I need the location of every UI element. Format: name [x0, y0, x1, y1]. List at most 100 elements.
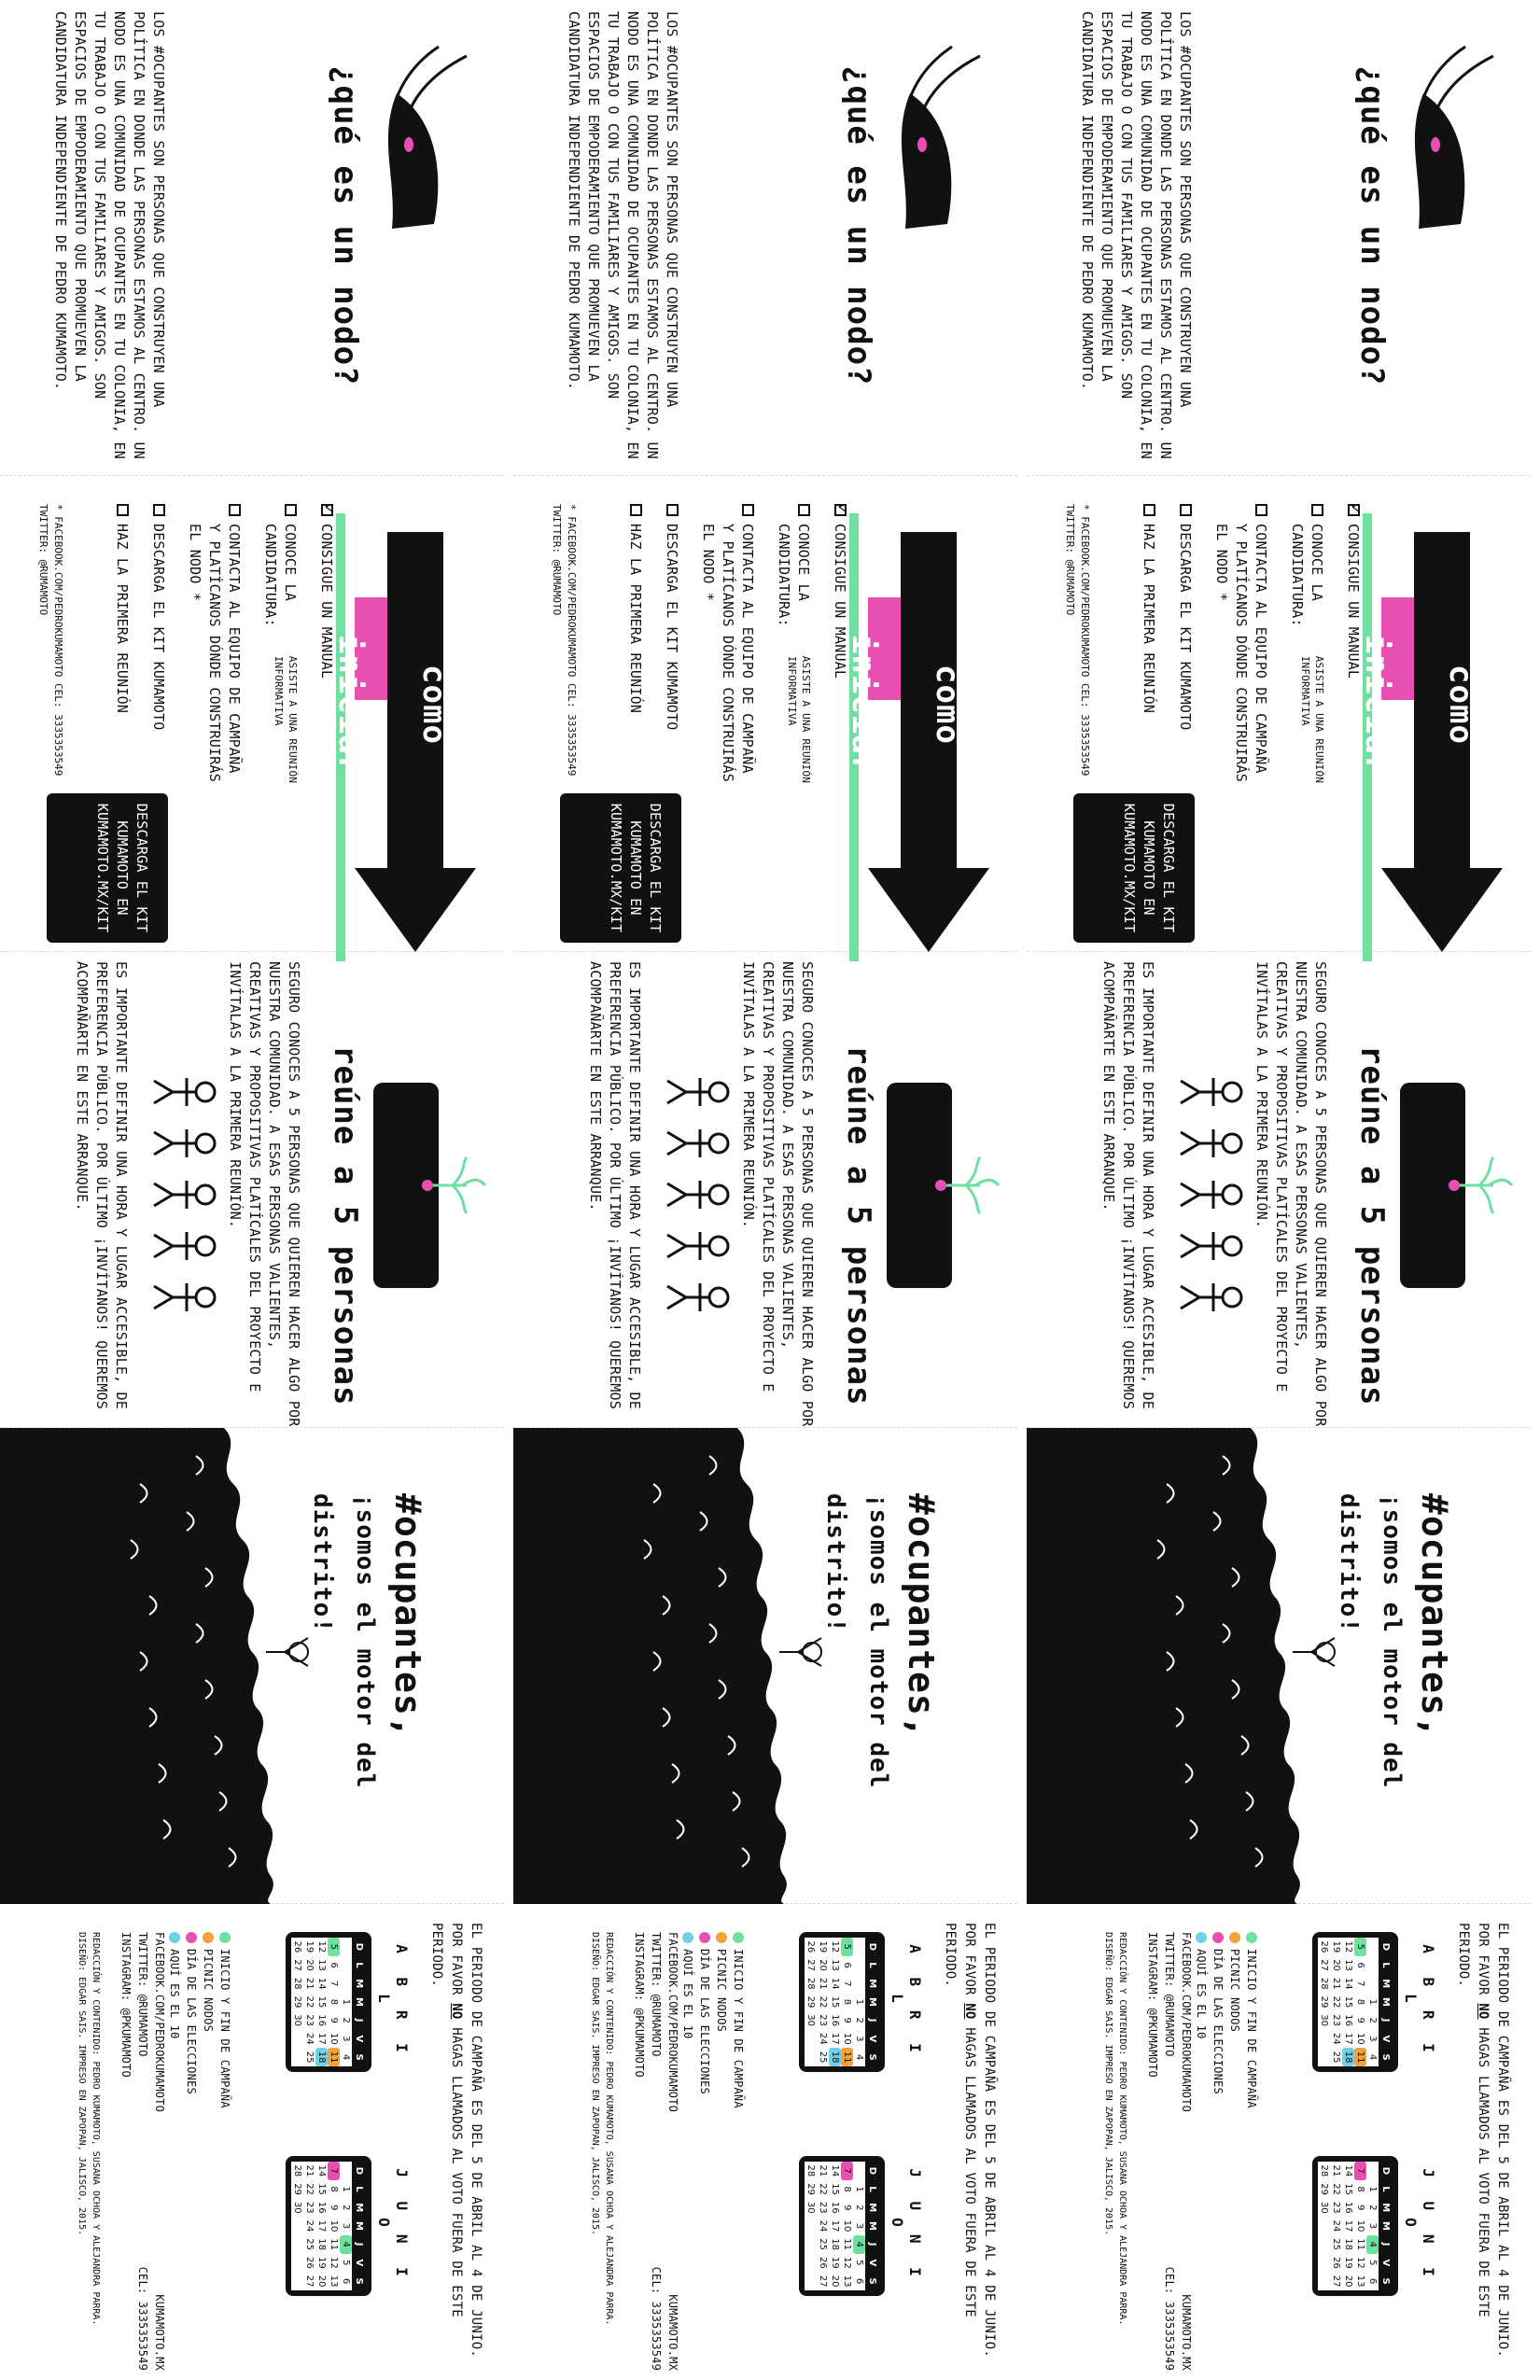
panel3-title: reúne a 5 personas — [1353, 1045, 1391, 1407]
legend-label: Picnic nodos — [1228, 1949, 1241, 2033]
site-url: kumamoto.mx — [1180, 2294, 1193, 2371]
checklist-item-label: Conoce la candidatura: — [1289, 524, 1325, 627]
calendar-day: 28 — [1319, 1977, 1329, 1990]
panel-que-es-un-nodo: ¿qué es un nodo? Los #ocupantes son pers… — [513, 0, 1017, 476]
legend-dot-icon — [1196, 1932, 1207, 1943]
intro-line-2: Por favor no hagas llamados al voto fuer… — [1453, 1923, 1492, 2371]
panel-reune-5-personas: reúne a 5 personas Seguro conoces a 5 pe… — [0, 952, 504, 1428]
weekday-label: D — [1379, 1938, 1393, 1956]
panel-reune-5-personas: reúne a 5 personas Seguro conoces a 5 pe… — [513, 952, 1017, 1428]
checklist-item: Descarga el kit Kumamoto — [1175, 504, 1195, 784]
calendar-day: 16 — [1343, 2201, 1353, 2214]
weekday-label: M — [1379, 2217, 1393, 2235]
calendar-day: 21 — [1331, 2164, 1341, 2177]
calendar-day: 29 — [1319, 2183, 1329, 2195]
flyer-copy-wrap: ¿qué es un nodo? Los #ocupantes son pers… — [0, 0, 504, 2371]
panel-que-es-un-nodo: ¿qué es un nodo? Los #ocupantes son pers… — [1027, 0, 1531, 476]
weekday-label: J — [1379, 2010, 1393, 2030]
credits-2: Diseño: Edgar Sais. Impreso en Zapopan, … — [1103, 1932, 1113, 2236]
calendar-day — [1366, 1956, 1379, 1975]
checklist-item-label: Contacta al equipo de campaña y platícan… — [1213, 524, 1269, 782]
weekday-label: L — [1379, 2179, 1393, 2199]
calendar-day: 21 — [1331, 1977, 1341, 1990]
intro-no: no — [1476, 2003, 1491, 2020]
hand-pinch-illustration-icon — [1414, 45, 1494, 229]
legend-item: Picnic nodos — [1226, 1932, 1243, 2380]
checklist-item: Haz la primera reunión — [1139, 504, 1158, 784]
download-kit-badge: Descarga el kit Kumamoto en kumamoto.mx/… — [1073, 793, 1195, 943]
empty-box-icon — [1143, 504, 1155, 516]
legend-dot-icon — [1229, 1932, 1240, 1943]
calendar-day: 20 — [1331, 1959, 1341, 1971]
weekday-label: J — [1379, 2234, 1393, 2254]
calendar-day — [1318, 2272, 1330, 2290]
calendar-day: 4 — [1366, 2234, 1379, 2254]
calendar-day: 9 — [1355, 2017, 1365, 2023]
empty-box-icon — [1255, 504, 1267, 516]
calendar-day — [1366, 1974, 1379, 1993]
weekday-label: V — [1379, 2253, 1393, 2273]
sprout-illustration-icon — [373, 1083, 487, 1288]
legend-item: Aquí es el 10 — [1193, 1932, 1210, 2380]
crowd-illustration-icon — [513, 1428, 822, 1904]
calendar-day: 10 — [1355, 2033, 1365, 2045]
calendar-day: 3 — [1367, 2036, 1378, 2042]
april-name: A B R I L — [1402, 1944, 1437, 2060]
weekday-label: S — [1379, 2048, 1393, 2066]
calendar-day: 9 — [1355, 2205, 1365, 2211]
weekday-label: D — [1379, 2162, 1393, 2180]
site-cel: cel: 3335353549 — [1163, 2266, 1176, 2371]
calendar-day: 23 — [1331, 2014, 1341, 2027]
calendar-day: 15 — [1343, 1995, 1353, 2009]
intro-line-2a: Por favor — [1476, 1923, 1491, 2004]
legend-label: Día de las elecciones — [1211, 1949, 1225, 2094]
calendar-day: 28 — [1319, 2164, 1329, 2177]
credits-1: Redacción y contenido: Pedro Kumamoto, S… — [1117, 1932, 1127, 2326]
people-group-icon — [1180, 1078, 1243, 1311]
calendar-day: 8 — [1355, 2186, 1365, 2192]
empty-box-icon — [1180, 504, 1192, 516]
panel3-body-1: Seguro conoces a 5 personas que quieren … — [1253, 961, 1329, 1427]
calendar-day: 1 — [1367, 1998, 1378, 2006]
legend: Inicio y fin de campaña Picnic nodos Día d… — [1193, 1932, 1260, 2380]
panel-que-es-un-nodo: ¿qué es un nodo? Los #ocupantes son pers… — [0, 0, 504, 476]
panel4-hashtag: #ocupantes, — [1414, 1493, 1455, 1739]
calendar-day: 27 — [1319, 1959, 1329, 1971]
calendar-day: 22 — [1331, 2183, 1341, 2195]
download-kit-label: Descarga el kit Kumamoto en kumamoto.mx/… — [1121, 803, 1177, 933]
flyer: ¿qué es un nodo? Los #ocupantes son pers… — [1027, 0, 1531, 2380]
checklist-item: Contacta al equipo de campaña y platícan… — [1211, 504, 1270, 784]
calendar-day: 24 — [1331, 2033, 1341, 2045]
checklist-item-label: Consigue un manual — [1345, 524, 1362, 679]
april-table: D L M M J V S 1 2 3 4 5 6 7 8 9 10 11 12 13 14 15 16 17 18 19 20 21… — [1318, 1938, 1393, 2066]
calendar-day: 11 — [1355, 2238, 1365, 2251]
checklist: Consigue un manual Conoce la candidatura:… — [1122, 504, 1363, 784]
calendar-day: 5 — [1354, 1938, 1366, 1956]
legend-label: Inicio y fin de campaña — [1245, 1949, 1258, 2108]
calendar-day: 17 — [1343, 2219, 1353, 2233]
intro-line-1: El periodo de campaña es del 5 de abril … — [1495, 1923, 1510, 2358]
weekday-label: M — [1379, 1974, 1393, 1994]
sprout-illustration-icon — [1400, 1083, 1514, 1288]
calendar-day: 14 — [1343, 2164, 1353, 2177]
hand-pinch-illustration-icon — [387, 45, 468, 229]
panel2-title: cómo iniciar — [1358, 634, 1479, 776]
calendar-day: 26 — [1331, 2257, 1341, 2269]
calendar-day: 6 — [1355, 1962, 1365, 1968]
calendar-day — [1318, 2254, 1330, 2273]
arrow-illustration-icon — [1363, 513, 1503, 961]
arrow-illustration-icon — [336, 513, 476, 961]
panel-ocupantes: #ocupantes, ¡somos el motor del distrito… — [0, 1428, 504, 1904]
weekday-label: V — [1379, 2029, 1393, 2049]
calendar-day: 1 — [1367, 2186, 1378, 2192]
calendar-day: 13 — [1355, 2275, 1365, 2288]
calendar-day: 7 — [1355, 1981, 1365, 1987]
legend-item: Día de las elecciones — [1210, 1932, 1226, 2380]
checklist-item-note: asiste a una reunión informativa — [1299, 655, 1325, 784]
calendar-day: 18 — [1343, 2238, 1353, 2251]
calendar-day: 2 — [1367, 2205, 1378, 2211]
crowd-illustration-icon — [1027, 1428, 1336, 1904]
panel-como-iniciar: cómo iniciar Consigue un manualConoce la… — [513, 476, 1017, 961]
checklist-item-label: Haz la primera reunión — [1141, 524, 1157, 714]
